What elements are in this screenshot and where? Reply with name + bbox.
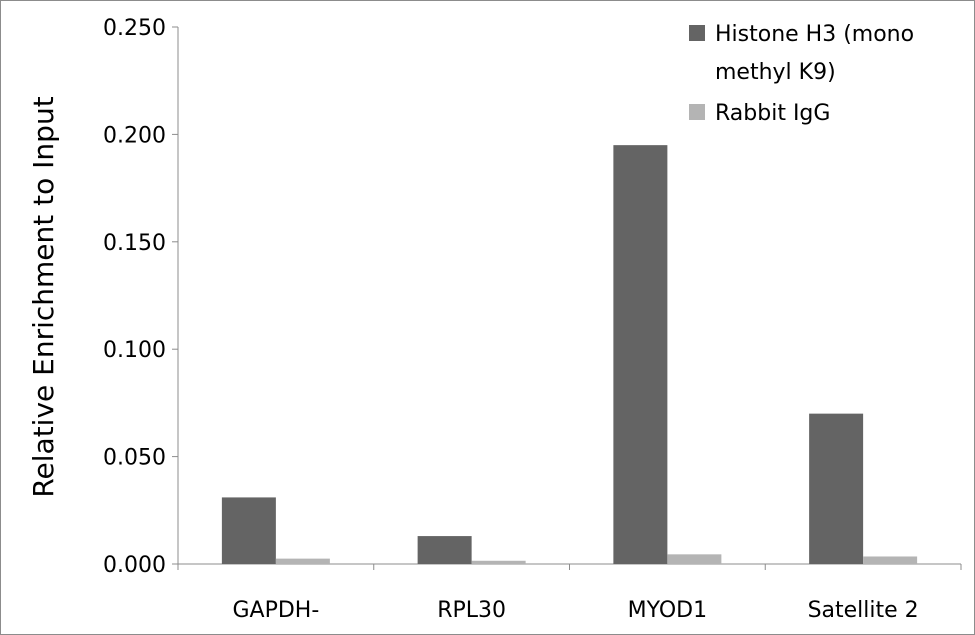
bar-rabbit-igg (863, 556, 918, 564)
legend-swatch-histone-h3 (689, 25, 705, 41)
bars (221, 145, 918, 564)
bar-rabbit-igg (275, 558, 330, 564)
legend-label: methyl K9) (715, 60, 836, 85)
y-tick-label: 0.100 (103, 338, 166, 363)
category-label: RPL30 (437, 598, 506, 623)
bar-histone-h3 (221, 497, 276, 564)
y-tick-label: 0.250 (103, 16, 166, 41)
y-tick-label: 0.000 (103, 553, 166, 578)
y-axis-label: Relative Enrichment to Input (27, 96, 60, 497)
y-ticks: 0.000 0.050 0.100 0.150 0.200 0.250 (103, 16, 178, 578)
legend: Histone H3 (mono methyl K9) Rabbit IgG (689, 22, 914, 126)
bar-histone-h3 (417, 536, 472, 564)
category-label: MYOD1 (628, 598, 707, 623)
category-label: GAPDH- (232, 598, 319, 623)
bar-histone-h3 (613, 145, 668, 564)
legend-label: Histone H3 (mono (715, 22, 914, 47)
y-tick-label: 0.150 (103, 231, 166, 256)
x-ticks (177, 564, 962, 570)
category-labels: GAPDH- RPL30 MYOD1 Satellite 2 (232, 598, 918, 623)
bar-rabbit-igg (667, 554, 722, 564)
legend-label: Rabbit IgG (715, 101, 830, 126)
y-tick-label: 0.200 (103, 123, 166, 148)
bar-rabbit-igg (471, 560, 526, 564)
category-label: Satellite 2 (808, 598, 919, 623)
bar-histone-h3 (809, 413, 864, 564)
y-tick-label: 0.050 (103, 446, 166, 471)
legend-swatch-rabbit-igg (689, 104, 705, 120)
